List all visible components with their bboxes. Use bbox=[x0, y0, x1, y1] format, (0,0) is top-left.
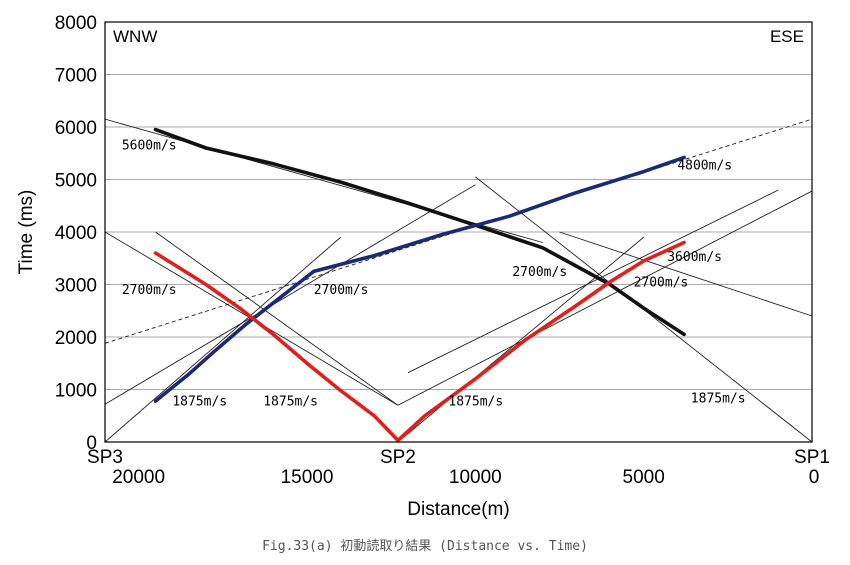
direction-label-east: ESE bbox=[770, 27, 804, 46]
x-tick-label: 20000 bbox=[112, 467, 165, 488]
fit-line bbox=[397, 236, 644, 443]
fit-line bbox=[104, 118, 813, 344]
y-tick-label: 5000 bbox=[55, 171, 97, 192]
velocity-annotation: 1875m/s bbox=[691, 392, 746, 407]
direction-label-west: WNW bbox=[113, 27, 157, 46]
y-tick-label: 2000 bbox=[55, 328, 97, 349]
velocity-annotation: 3600m/s bbox=[667, 250, 722, 265]
x-axis-title: Distance(m) bbox=[407, 499, 509, 520]
velocity-annotation: 2700m/s bbox=[512, 265, 567, 280]
plot-frame bbox=[104, 21, 813, 443]
velocity-annotation: 4800m/s bbox=[677, 159, 732, 174]
fit-line bbox=[104, 236, 341, 443]
fit-line bbox=[559, 231, 813, 317]
shot-point-label: SP1 bbox=[794, 447, 830, 468]
velocity-annotation: 1875m/s bbox=[448, 394, 503, 409]
y-tick-label: 7000 bbox=[55, 66, 97, 87]
y-axis-title: Time (ms) bbox=[16, 190, 37, 275]
fit-line bbox=[155, 231, 399, 406]
fit-line bbox=[407, 189, 779, 374]
fit-lines bbox=[104, 118, 813, 443]
data-series-line bbox=[153, 127, 686, 337]
velocity-annotation: 5600m/s bbox=[122, 139, 177, 154]
y-tick-label: 1000 bbox=[55, 381, 97, 402]
x-tick-label: 0 bbox=[809, 467, 820, 488]
velocity-annotation: 2700m/s bbox=[122, 283, 177, 298]
velocity-annotation: 2700m/s bbox=[634, 276, 689, 291]
y-tick-label: 4000 bbox=[55, 223, 97, 244]
x-tick-label: 15000 bbox=[281, 467, 334, 488]
figure-caption: Fig.33(a) 初動読取り結果 (Distance vs. Time) bbox=[262, 539, 588, 554]
velocity-annotation: 1875m/s bbox=[172, 394, 227, 409]
y-tick-label: 6000 bbox=[55, 118, 97, 139]
velocity-annotation: 2700m/s bbox=[314, 283, 369, 298]
y-tick-label: 8000 bbox=[55, 13, 97, 34]
data-series-line bbox=[153, 240, 686, 443]
shot-point-label: SP3 bbox=[87, 447, 123, 468]
fit-line bbox=[104, 184, 476, 405]
x-tick-label: 5000 bbox=[623, 467, 665, 488]
y-tick-label: 3000 bbox=[55, 276, 97, 297]
shot-point-label: SP2 bbox=[380, 447, 416, 468]
x-tick-label: 10000 bbox=[449, 467, 502, 488]
data-series-line bbox=[153, 155, 686, 403]
y-tick-label: 0 bbox=[86, 433, 97, 454]
travel-time-chart: 0 1000 2000 3000 4000 5000 6000 7000 8000 20000 15… bbox=[16, 13, 830, 520]
velocity-annotation: 1875m/s bbox=[263, 394, 318, 409]
fit-line bbox=[397, 190, 813, 406]
